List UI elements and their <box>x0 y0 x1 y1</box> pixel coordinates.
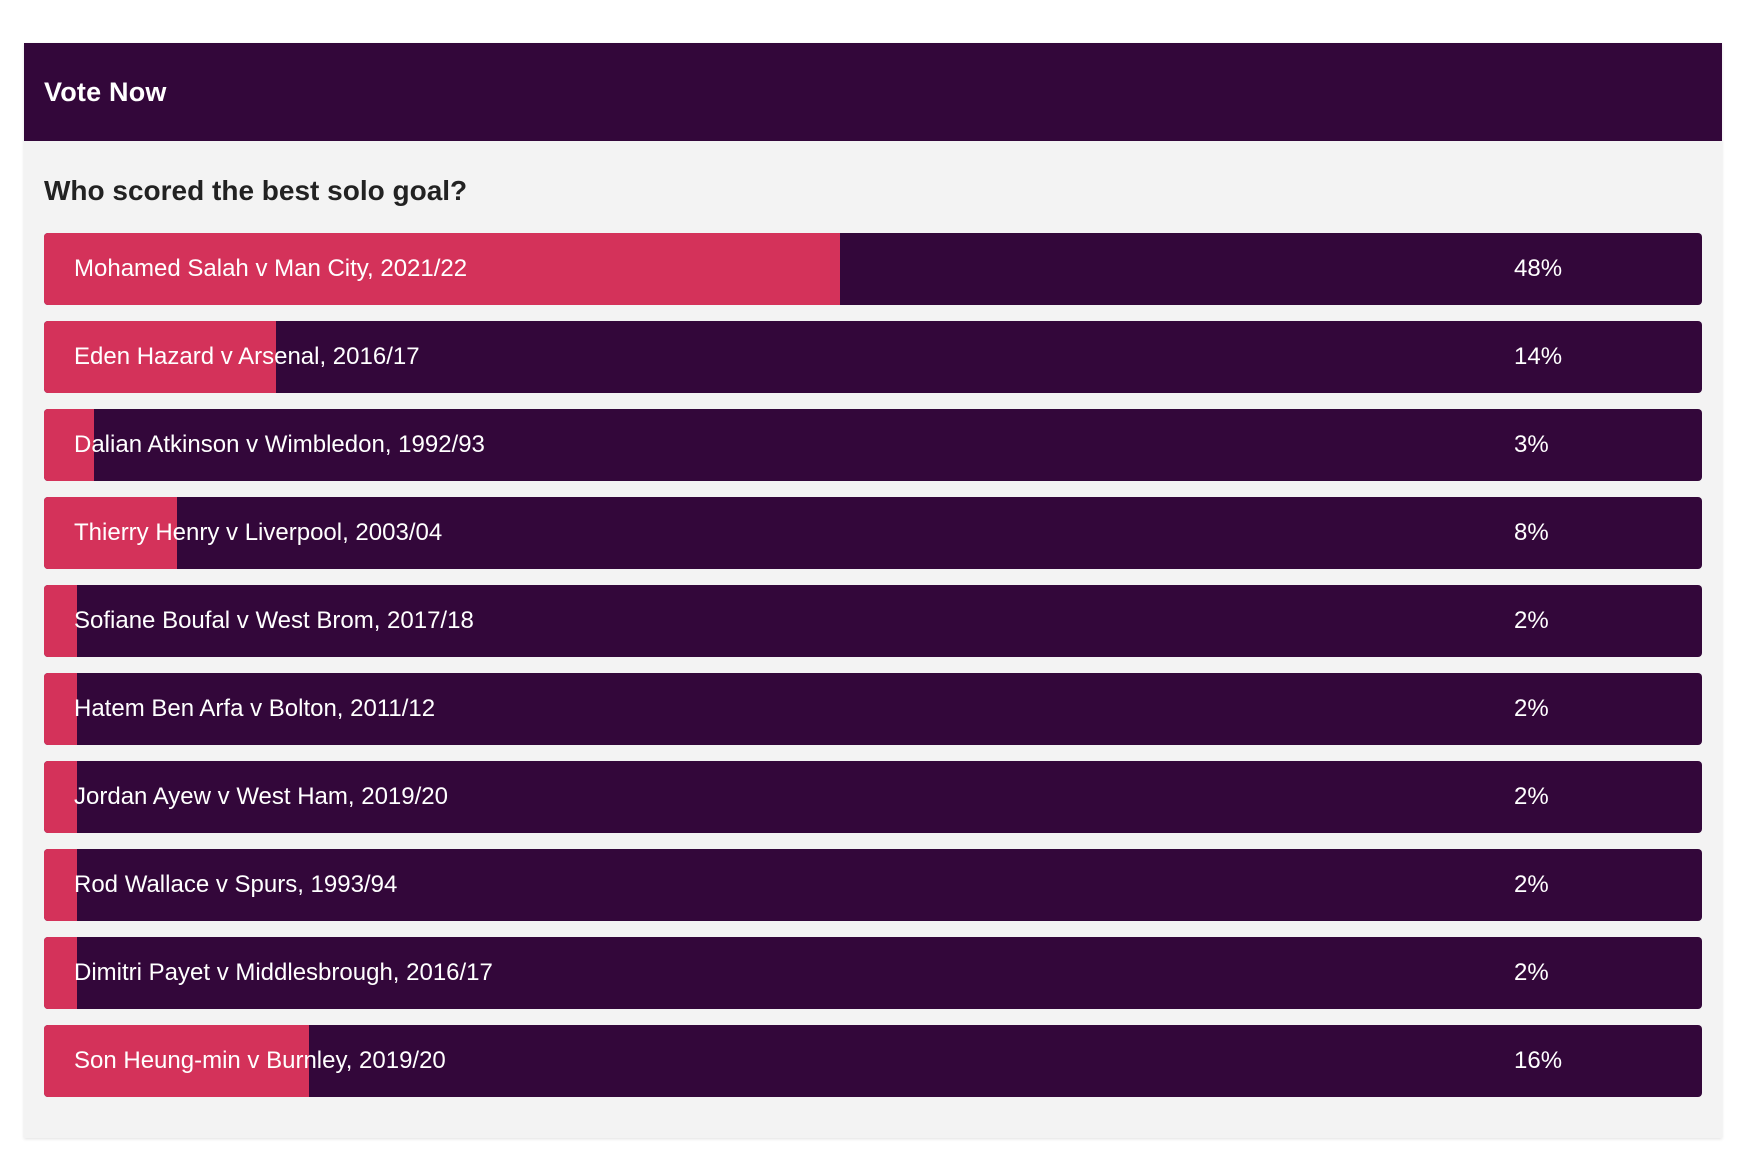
poll-option-label: Mohamed Salah v Man City, 2021/22 <box>74 255 468 282</box>
poll-title: Vote Now <box>44 76 167 107</box>
poll-option-percent: 2% <box>1514 959 1549 986</box>
poll-option[interactable]: Mohamed Salah v Man City, 2021/22 48% <box>44 233 1702 305</box>
poll-option-percent: 14% <box>1514 343 1563 370</box>
poll-option-percent: 2% <box>1514 607 1549 634</box>
poll-option-label: Thierry Henry v Liverpool, 2003/04 <box>74 519 443 546</box>
poll-option[interactable]: Sofiane Boufal v West Brom, 2017/18 2% <box>44 585 1702 657</box>
poll-option-result-fill <box>44 233 840 305</box>
poll-option-result-fill <box>44 409 94 481</box>
poll-option-percent: 3% <box>1514 431 1549 458</box>
poll-option-label: Jordan Ayew v West Ham, 2019/20 <box>74 783 448 810</box>
poll-option-label: Eden Hazard v Arsenal, 2016/17 <box>74 343 420 370</box>
poll-option-result-fill <box>44 1025 310 1097</box>
poll-option-result-fill <box>44 937 78 1009</box>
poll-option-percent: 8% <box>1514 519 1549 546</box>
poll-option-percent: 16% <box>1514 1047 1563 1074</box>
poll-option-label: Dalian Atkinson v Wimbledon, 1992/93 <box>74 431 485 458</box>
poll-option-result-fill <box>44 673 78 745</box>
poll-option-percent: 2% <box>1514 871 1549 898</box>
poll-option-percent: 2% <box>1514 783 1549 810</box>
poll-option[interactable]: Jordan Ayew v West Ham, 2019/20 2% <box>44 761 1702 833</box>
poll-option[interactable]: Dalian Atkinson v Wimbledon, 1992/93 3% <box>44 409 1702 481</box>
poll-option-label: Son Heung-min v Burnley, 2019/20 <box>74 1047 446 1074</box>
poll-option-result-fill <box>44 497 177 569</box>
poll-option-label: Sofiane Boufal v West Brom, 2017/18 <box>74 607 474 634</box>
poll-header: Vote Now <box>24 43 1722 141</box>
poll-option-percent: 2% <box>1514 695 1549 722</box>
poll-option[interactable]: Son Heung-min v Burnley, 2019/20 16% <box>44 1025 1702 1097</box>
poll-widget: Vote Now Who scored the best solo goal? … <box>24 43 1722 1138</box>
poll-option-label: Rod Wallace v Spurs, 1993/94 <box>74 871 398 898</box>
poll-option-label: Dimitri Payet v Middlesbrough, 2016/17 <box>74 959 493 986</box>
poll-options-list: Mohamed Salah v Man City, 2021/22 48% Ed… <box>44 233 1702 1097</box>
poll-option[interactable]: Hatem Ben Arfa v Bolton, 2011/12 2% <box>44 673 1702 745</box>
poll-question: Who scored the best solo goal? <box>44 175 468 206</box>
poll-option[interactable]: Eden Hazard v Arsenal, 2016/17 14% <box>44 321 1702 393</box>
poll-option[interactable]: Rod Wallace v Spurs, 1993/94 2% <box>44 849 1702 921</box>
poll-option-result-fill <box>44 585 78 657</box>
poll-option[interactable]: Dimitri Payet v Middlesbrough, 2016/17 2… <box>44 937 1702 1009</box>
poll-option-result-fill <box>44 849 78 921</box>
poll-option-result-fill <box>44 321 277 393</box>
poll-option-result-fill <box>44 761 78 833</box>
poll-body: Who scored the best solo goal? Mohamed S… <box>24 141 1722 1097</box>
poll-option-label: Hatem Ben Arfa v Bolton, 2011/12 <box>74 695 436 722</box>
poll-option[interactable]: Thierry Henry v Liverpool, 2003/04 8% <box>44 497 1702 569</box>
poll-option-percent: 48% <box>1514 255 1563 282</box>
